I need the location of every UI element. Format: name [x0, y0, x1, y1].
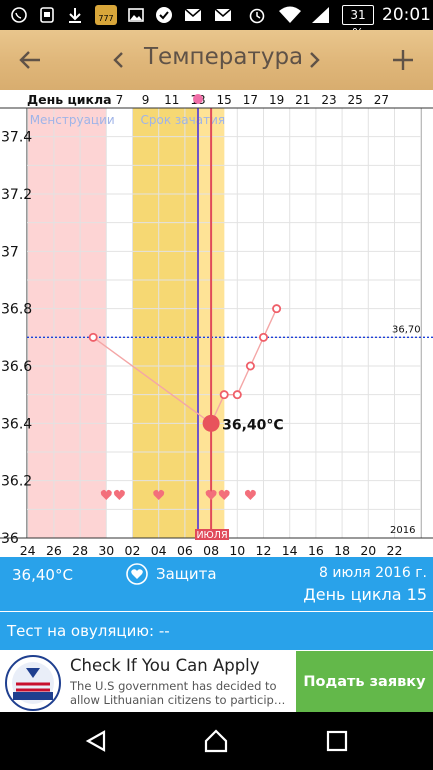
- status-bar: 777 31 % 20:01: [0, 0, 433, 40]
- cycle-day-tick: 19: [269, 93, 284, 107]
- date-tick: 12: [256, 543, 272, 557]
- date-tick: 24: [20, 543, 36, 557]
- date-tick: 28: [72, 543, 88, 557]
- date-tick: 02: [125, 543, 141, 557]
- selected-point: [202, 414, 220, 432]
- temperature-point: [245, 361, 255, 371]
- menstruation-label: Менструации: [30, 113, 115, 127]
- fertile-label: Срок зачатия: [141, 113, 226, 127]
- nav-back-icon[interactable]: [84, 729, 108, 753]
- date-tick: 20: [360, 543, 376, 557]
- heart-marker: [100, 489, 112, 500]
- temperature-point: [232, 390, 242, 400]
- ad-title[interactable]: Check If You Can Apply: [70, 656, 260, 675]
- ovulation-marker: [193, 94, 203, 104]
- protection-label: Защита: [156, 565, 217, 583]
- cycle-day-tick: 9: [142, 93, 150, 107]
- y-tick-label: 36: [1, 531, 19, 547]
- download-icon: [69, 8, 81, 23]
- plus-icon[interactable]: [391, 48, 415, 72]
- check-circle-icon: [156, 7, 172, 23]
- temperature-chart[interactable]: Менструации Срок зачатия 36 36.2 36.4 36.6 36.…: [0, 90, 433, 558]
- cycle-day-tick: 7: [116, 93, 124, 107]
- whatsapp-icon: [11, 7, 27, 23]
- date-tick: 18: [334, 543, 350, 557]
- cycle-day-tick: 25: [348, 93, 363, 107]
- cycle-day: День цикла 15: [303, 585, 427, 604]
- chevron-left-icon[interactable]: [112, 51, 126, 69]
- selected-point-label: 36,40°C: [222, 417, 284, 433]
- y-tick-label: 36.6: [1, 359, 32, 375]
- date-tick: 06: [177, 543, 193, 557]
- gmail-icon: [184, 8, 202, 21]
- y-tick-label: 36.2: [1, 474, 32, 490]
- date-tick: 10: [229, 543, 245, 557]
- heart-circle-icon: [126, 563, 148, 585]
- temperature-point: [219, 390, 229, 400]
- heart-marker: [218, 489, 230, 500]
- y-tick-label: 37.4: [1, 130, 32, 146]
- ad-line-1: The U.S government has decided to: [70, 679, 277, 693]
- y-tick-label: 36.4: [1, 416, 32, 432]
- page-title: Температура: [144, 44, 304, 70]
- date-tick: 08: [203, 543, 219, 557]
- date-tick: 30: [98, 543, 114, 557]
- y-tick-label: 36.8: [1, 302, 32, 318]
- ovulation-test-row[interactable]: Тест на овуляцию: --: [0, 612, 433, 650]
- alarm-icon: [249, 8, 265, 24]
- wifi-icon: [279, 6, 301, 23]
- apply-button[interactable]: Подать заявку: [296, 651, 433, 712]
- nav-home-icon[interactable]: [203, 728, 229, 754]
- back-arrow-icon[interactable]: [18, 48, 42, 72]
- month-label: ИЮЛЯ: [196, 530, 227, 541]
- heart-marker: [113, 489, 125, 500]
- battery-icon: 31 %: [342, 5, 374, 40]
- heart-marker: [153, 489, 165, 500]
- date-tick: 22: [387, 543, 403, 557]
- image-icon: [128, 8, 144, 22]
- year-label: 2016: [390, 525, 415, 536]
- ad-banner[interactable]: Check If You Can Apply The U.S governmen…: [0, 651, 433, 712]
- chevron-right-icon[interactable]: [307, 51, 321, 69]
- cycle-day-tick: 27: [374, 93, 389, 107]
- date-tick: 16: [308, 543, 324, 557]
- cycle-day-tick: 11: [164, 93, 179, 107]
- heart-marker: [244, 489, 256, 500]
- date-tick: 14: [282, 543, 298, 557]
- month-label-bg: [195, 529, 229, 540]
- temperature-point: [258, 332, 268, 342]
- chart-canvas[interactable]: Менструации Срок зачатия 36 36.2 36.4 36.6 36.…: [0, 90, 433, 558]
- date-tick: 04: [151, 543, 167, 557]
- nav-recents-icon[interactable]: [326, 730, 348, 752]
- cycle-day-tick: 17: [243, 93, 258, 107]
- menstruation-band: [27, 108, 107, 538]
- cycle-axis-label: День цикла: [27, 92, 112, 107]
- selected-temperature: 36,40°C: [12, 566, 73, 584]
- hangouts-icon: [40, 7, 54, 23]
- ovulation-test-label: Тест на овуляцию: --: [7, 622, 170, 640]
- y-tick-label: 37: [1, 244, 19, 260]
- protection-toggle[interactable]: Защита: [126, 563, 217, 585]
- toolbar: Температура: [0, 30, 433, 90]
- temperature-point: [272, 304, 282, 314]
- y-tick-label: 37.2: [1, 187, 32, 203]
- cycle-day-tick: 23: [321, 93, 336, 107]
- cycle-day-tick: 15: [217, 93, 232, 107]
- info-bar: 36,40°C Защита 8 июля 2016 г. День цикла…: [0, 557, 433, 611]
- selected-date: 8 июля 2016 г.: [319, 565, 427, 581]
- heart-marker: [205, 489, 217, 500]
- signal-icon: [312, 7, 329, 23]
- temperature-point: [88, 332, 98, 342]
- cycle-header: [0, 90, 433, 108]
- date-tick: 26: [46, 543, 62, 557]
- cycle-day-tick: 21: [295, 93, 310, 107]
- green-card-logo: [5, 655, 61, 711]
- ad-description: The U.S government has decided to allow …: [70, 679, 288, 707]
- gmail-icon: [214, 8, 232, 21]
- app-777-icon: 777: [95, 5, 117, 25]
- ad-line-2: allow Lithuanian citizens to participat.…: [70, 693, 288, 707]
- navigation-bar: [0, 712, 433, 770]
- status-time: 20:01: [382, 5, 431, 25]
- coverline-label: 36,70: [392, 324, 421, 335]
